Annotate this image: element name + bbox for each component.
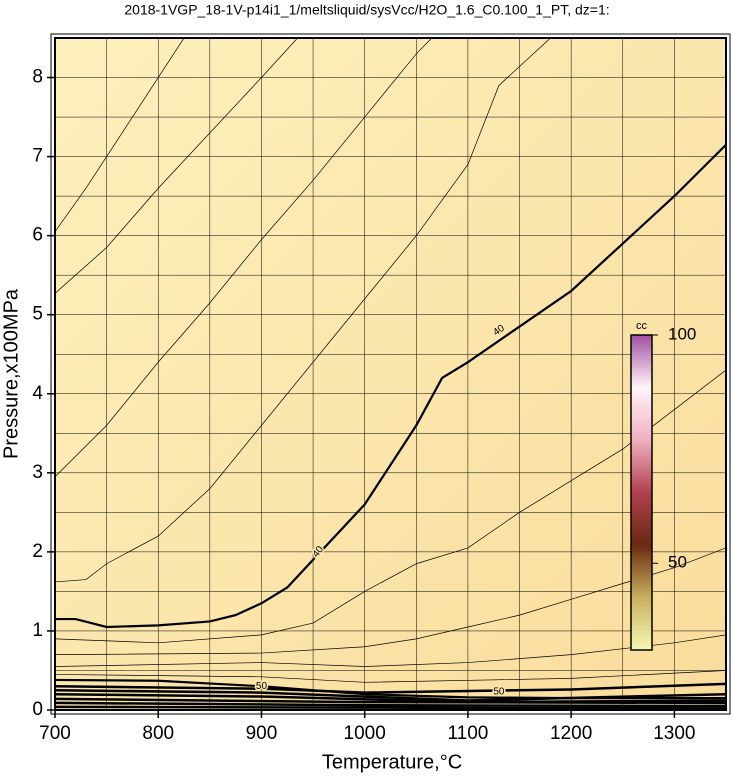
contours (55, 38, 726, 710)
contour-label: 50 (493, 686, 505, 697)
contour-label: 50 (256, 681, 268, 692)
contour-line (55, 701, 726, 708)
contour-line (55, 697, 726, 705)
y-tick-label: 0 (32, 699, 43, 720)
colorbar-title: cc (636, 320, 648, 332)
contour-line (55, 634, 726, 667)
colorbar-tick-label: 100 (668, 324, 696, 343)
contour-line (55, 692, 726, 704)
contour-line (55, 143, 726, 629)
chart-title: 2018-1VGP_18-1V-p14i1_1/meltsliquid/sysV… (124, 2, 609, 18)
y-tick-label: 4 (32, 383, 43, 404)
x-tick-label: 700 (39, 723, 71, 744)
contour-line (55, 705, 726, 710)
x-tick-label: 1100 (447, 723, 488, 744)
y-tick-label: 8 (32, 67, 43, 88)
contour-line (55, 38, 433, 478)
x-tick-label: 1300 (653, 723, 695, 744)
contour-line (55, 682, 726, 694)
plot-frame (54, 37, 727, 711)
x-tick-label: 1200 (550, 723, 592, 744)
contour-line (55, 38, 185, 232)
y-tick-label: 3 (32, 462, 43, 483)
x-axis-title: Temperature,°C (322, 751, 462, 773)
contour-line (55, 38, 298, 294)
colorbar-tick-label: 50 (668, 553, 687, 572)
y-tick-label: 2 (32, 541, 43, 562)
x-tick-label: 800 (142, 723, 174, 744)
colorbar (630, 334, 653, 651)
contour-line (55, 38, 551, 583)
plot-frame-outer (50, 33, 731, 715)
contour-line (55, 670, 726, 683)
y-tick-label: 7 (32, 146, 43, 167)
y-tick-label: 1 (32, 620, 43, 641)
contour-line (55, 688, 726, 702)
x-tick-label: 900 (246, 723, 278, 744)
y-tick-label: 5 (32, 304, 43, 325)
plot-background (55, 38, 726, 710)
y-tick-label: 6 (32, 225, 43, 246)
y-axis-title: Pressure,x100MPa (0, 288, 22, 459)
x-tick-label: 1000 (344, 723, 386, 744)
